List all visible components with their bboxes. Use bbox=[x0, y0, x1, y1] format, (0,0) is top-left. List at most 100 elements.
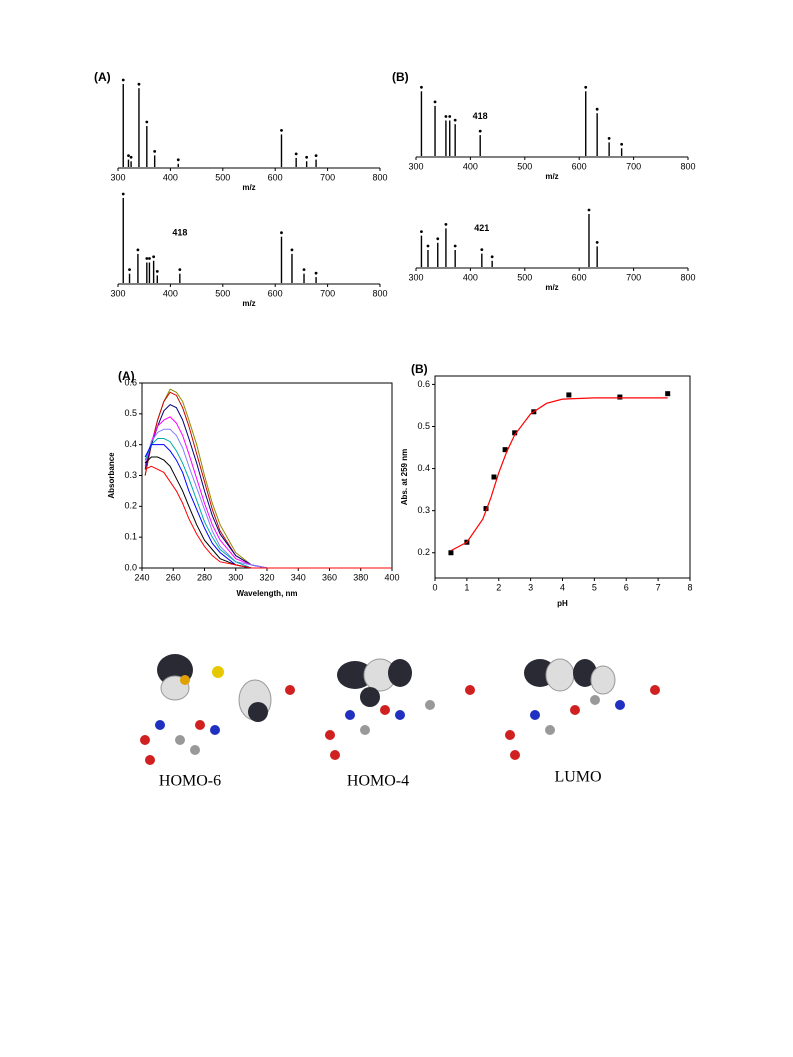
peak-marker bbox=[444, 115, 448, 118]
orbital-label: HOMO-4 bbox=[347, 773, 409, 790]
peak-marker bbox=[426, 244, 430, 248]
molecule bbox=[505, 658, 660, 760]
x-tick-label: 500 bbox=[517, 161, 532, 171]
peak-marker bbox=[436, 237, 440, 241]
x-axis-title: m/z bbox=[545, 283, 558, 292]
spectrum-line bbox=[144, 428, 392, 569]
x-tick-label: 8 bbox=[687, 582, 692, 592]
data-point bbox=[483, 506, 489, 512]
spectrum-line bbox=[144, 416, 392, 569]
peak-marker bbox=[280, 129, 283, 132]
y-tick-label: 0.2 bbox=[124, 501, 137, 511]
x-tick-label: 600 bbox=[268, 172, 283, 182]
peak-marker bbox=[490, 255, 494, 259]
x-tick-label: 360 bbox=[322, 572, 337, 582]
x-tick-label: 3 bbox=[528, 582, 533, 592]
spectrum-line bbox=[144, 465, 392, 569]
peak-marker bbox=[305, 155, 309, 159]
x-tick-label: 300 bbox=[228, 572, 243, 582]
peak-marker bbox=[420, 85, 423, 89]
y-tick-label: 0.4 bbox=[417, 463, 430, 473]
peak-marker bbox=[137, 82, 141, 86]
peak-marker bbox=[314, 154, 318, 158]
x-tick-label: 800 bbox=[680, 161, 695, 171]
peak-marker bbox=[444, 223, 448, 226]
y-tick-label: 0.2 bbox=[417, 547, 430, 557]
y-tick-label: 0.3 bbox=[124, 470, 137, 480]
peak-marker bbox=[129, 155, 133, 159]
peak-marker bbox=[453, 118, 457, 122]
data-point bbox=[502, 447, 508, 453]
peak-marker bbox=[314, 271, 318, 275]
y-tick-label: 0.5 bbox=[417, 421, 430, 431]
peak-marker bbox=[152, 255, 156, 259]
y-tick-label: 0.4 bbox=[124, 439, 137, 449]
data-point bbox=[491, 474, 497, 480]
y-tick-label: 0.5 bbox=[124, 408, 137, 418]
y-axis-title: Absorbance bbox=[107, 452, 116, 499]
peak-marker bbox=[153, 150, 157, 153]
x-axis-title: m/z bbox=[242, 299, 255, 308]
peak-marker bbox=[148, 257, 151, 260]
x-tick-label: 6 bbox=[624, 582, 629, 592]
x-tick-label: 240 bbox=[134, 572, 149, 582]
spectrum-line bbox=[144, 388, 392, 569]
y-tick-label: 0.0 bbox=[124, 562, 137, 572]
x-tick-label: 7 bbox=[656, 582, 661, 592]
orbital-label: LUMO bbox=[554, 769, 601, 786]
x-tick-label: 300 bbox=[110, 172, 125, 182]
peak-marker bbox=[128, 268, 131, 272]
molecule bbox=[325, 658, 475, 760]
x-tick-label: 2 bbox=[496, 582, 501, 592]
x-tick-label: 5 bbox=[592, 582, 597, 592]
orbital-label: HOMO-6 bbox=[159, 773, 221, 790]
x-tick-label: 700 bbox=[626, 161, 641, 171]
peak-marker bbox=[121, 78, 125, 82]
spectrum-line bbox=[144, 403, 392, 569]
peak-marker bbox=[155, 270, 159, 273]
x-tick-label: 280 bbox=[197, 572, 212, 582]
x-tick-label: 400 bbox=[163, 172, 178, 182]
x-axis-title: Wavelength, nm bbox=[236, 589, 297, 598]
peak-marker bbox=[448, 115, 452, 118]
spectrum-line bbox=[144, 456, 392, 569]
x-tick-label: 380 bbox=[353, 572, 368, 582]
x-tick-label: 600 bbox=[572, 161, 587, 171]
x-tick-label: 700 bbox=[626, 272, 641, 282]
peak-marker bbox=[145, 257, 149, 260]
x-tick-label: 800 bbox=[372, 172, 387, 182]
x-tick-label: 260 bbox=[166, 572, 181, 582]
y-axis-title: Abs. at 259 nm bbox=[400, 449, 409, 505]
peak-marker bbox=[178, 268, 182, 272]
x-tick-label: 340 bbox=[291, 572, 306, 582]
x-tick-label: 500 bbox=[517, 272, 532, 282]
peak-marker bbox=[294, 152, 298, 156]
data-point bbox=[665, 391, 671, 397]
x-axis-title: pH bbox=[557, 599, 568, 608]
peak-marker bbox=[453, 244, 457, 248]
y-tick-label: 0.3 bbox=[417, 505, 430, 515]
annotation: 421 bbox=[474, 223, 489, 233]
panel-label: (B) bbox=[392, 70, 409, 84]
plot-frame bbox=[141, 382, 393, 569]
peak-marker bbox=[478, 129, 482, 133]
peak-marker bbox=[595, 241, 599, 244]
x-tick-label: 300 bbox=[110, 288, 125, 298]
panel-label: (B) bbox=[411, 362, 428, 376]
x-tick-label: 600 bbox=[268, 288, 283, 298]
peak-marker bbox=[302, 268, 306, 272]
peak-marker bbox=[121, 192, 125, 196]
peak-marker bbox=[584, 85, 588, 89]
peak-marker bbox=[290, 248, 294, 252]
molecule bbox=[140, 654, 295, 765]
plot-frame bbox=[434, 375, 691, 579]
data-point bbox=[448, 550, 454, 556]
x-tick-label: 4 bbox=[560, 582, 565, 592]
y-tick-label: 0.1 bbox=[124, 532, 137, 542]
x-tick-label: 320 bbox=[259, 572, 274, 582]
peak-marker bbox=[607, 137, 611, 140]
x-tick-label: 700 bbox=[320, 288, 335, 298]
peak-marker bbox=[595, 107, 599, 111]
